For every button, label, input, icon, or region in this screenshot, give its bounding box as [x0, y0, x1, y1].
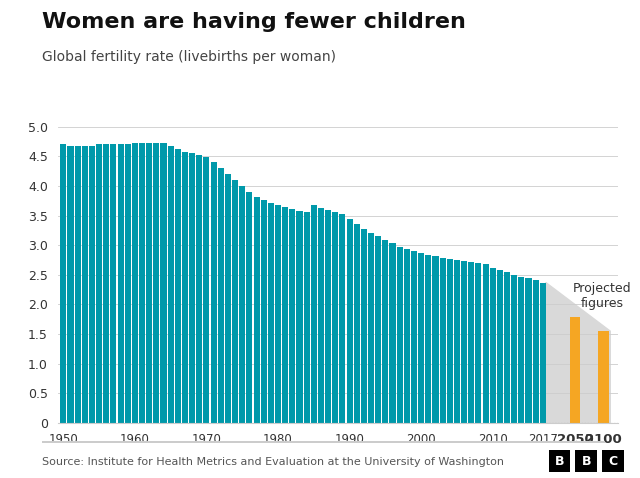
Bar [175, 149, 181, 423]
Bar [282, 206, 288, 423]
Bar [218, 168, 224, 423]
Bar [311, 205, 317, 423]
Bar [204, 157, 209, 423]
Text: Women are having fewer children: Women are having fewer children [42, 12, 465, 32]
Bar [425, 255, 431, 423]
Bar [260, 200, 267, 423]
Bar [196, 154, 202, 423]
Text: B: B [555, 455, 564, 467]
Bar [570, 317, 580, 423]
Bar [118, 144, 124, 423]
Text: Source: Institute for Health Metrics and Evaluation at the University of Washing: Source: Institute for Health Metrics and… [42, 457, 504, 467]
Bar [382, 240, 388, 423]
Bar [232, 180, 238, 423]
Bar [411, 251, 417, 423]
Bar [189, 153, 195, 423]
Bar [96, 144, 102, 423]
Bar [490, 268, 496, 423]
Bar [397, 247, 403, 423]
Bar [303, 212, 310, 423]
Bar [125, 144, 131, 423]
Bar [253, 196, 260, 423]
Bar [483, 263, 488, 423]
Bar [390, 243, 396, 423]
Bar [289, 209, 296, 423]
Bar [139, 143, 145, 423]
Bar [60, 144, 67, 423]
Bar [132, 143, 138, 423]
Bar [239, 186, 245, 423]
Bar [540, 282, 546, 423]
Bar [67, 146, 74, 423]
Bar [154, 142, 159, 423]
Bar [504, 272, 510, 423]
Bar [497, 270, 503, 423]
Bar [296, 211, 303, 423]
Bar [346, 219, 353, 423]
Bar [468, 262, 474, 423]
Bar [476, 263, 481, 423]
Bar [461, 261, 467, 423]
Bar [440, 258, 445, 423]
Bar [75, 146, 81, 423]
Bar [268, 203, 274, 423]
FancyBboxPatch shape [548, 450, 570, 472]
Bar [275, 205, 281, 423]
Bar [368, 233, 374, 423]
Bar [82, 146, 88, 423]
Bar [532, 280, 539, 423]
Bar [511, 275, 517, 423]
Bar [161, 143, 166, 423]
Bar [339, 214, 346, 423]
Text: Projected
figures: Projected figures [573, 282, 632, 310]
Bar [103, 144, 109, 423]
Polygon shape [546, 282, 611, 423]
Bar [325, 210, 331, 423]
Bar [418, 253, 424, 423]
Bar [598, 331, 609, 423]
Bar [518, 277, 524, 423]
Text: B: B [581, 455, 591, 467]
FancyBboxPatch shape [575, 450, 597, 472]
Bar [211, 162, 217, 423]
Bar [110, 144, 116, 423]
Text: C: C [608, 455, 618, 467]
Bar [332, 212, 339, 423]
Bar [246, 192, 252, 423]
Bar [89, 146, 95, 423]
Bar [168, 146, 173, 423]
Bar [404, 250, 410, 423]
Bar [525, 278, 532, 423]
Bar [433, 257, 438, 423]
Bar [454, 260, 460, 423]
Bar [354, 224, 360, 423]
Bar [447, 259, 453, 423]
Text: Global fertility rate (livebirths per woman): Global fertility rate (livebirths per wo… [42, 50, 335, 64]
Bar [375, 236, 381, 423]
Bar [225, 174, 231, 423]
Bar [318, 208, 324, 423]
Bar [182, 152, 188, 423]
Bar [361, 228, 367, 423]
Bar [146, 142, 152, 423]
FancyBboxPatch shape [602, 450, 624, 472]
